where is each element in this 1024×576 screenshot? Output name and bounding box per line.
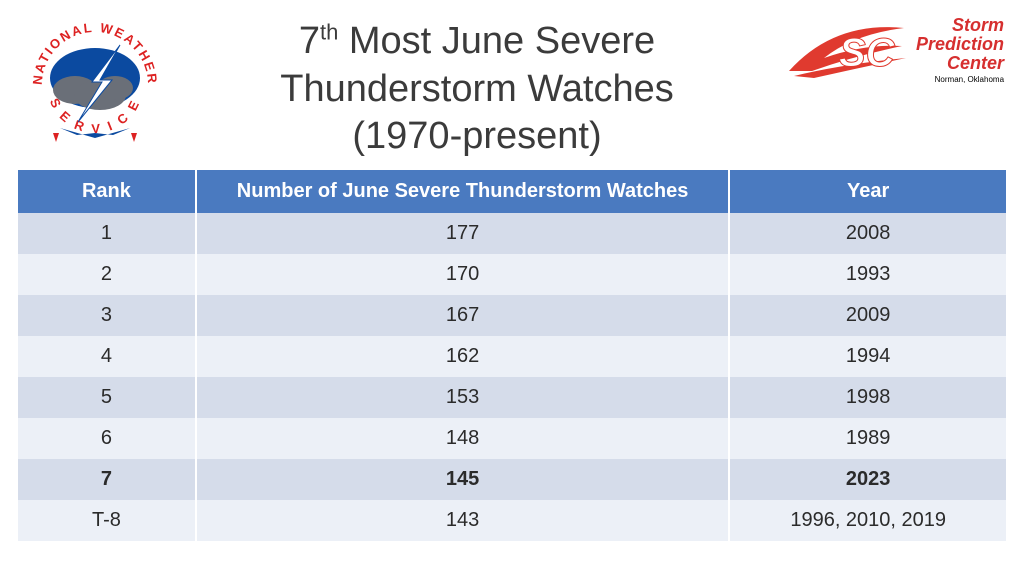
spc-sub: Norman, Oklahoma bbox=[916, 75, 1004, 84]
spc-line3: Center bbox=[916, 54, 1004, 73]
cell-count: 145 bbox=[196, 459, 730, 500]
title-ordinal-suffix: th bbox=[320, 19, 338, 44]
table-row: T-81431996, 2010, 2019 bbox=[18, 500, 1006, 541]
title-ordinal: 7 bbox=[299, 20, 320, 62]
cell-year: 1989 bbox=[729, 418, 1006, 459]
cell-count: 143 bbox=[196, 500, 730, 541]
col-header-rank: Rank bbox=[18, 170, 196, 213]
spc-text: Storm Prediction Center Norman, Oklahoma bbox=[916, 16, 1004, 84]
cell-rank: 1 bbox=[18, 213, 196, 254]
spc-logo: SC Storm Prediction Center Norman, Oklah… bbox=[784, 10, 1004, 86]
cell-count: 167 bbox=[196, 295, 730, 336]
title-line1-rest: Most June Severe bbox=[338, 20, 655, 62]
table-row: 31672009 bbox=[18, 295, 1006, 336]
cell-count: 177 bbox=[196, 213, 730, 254]
col-header-count: Number of June Severe Thunderstorm Watch… bbox=[196, 170, 730, 213]
cell-year: 2008 bbox=[729, 213, 1006, 254]
cell-rank: 7 bbox=[18, 459, 196, 500]
cell-rank: 5 bbox=[18, 377, 196, 418]
cell-rank: 4 bbox=[18, 336, 196, 377]
table-row: 61481989 bbox=[18, 418, 1006, 459]
cell-rank: 6 bbox=[18, 418, 196, 459]
cell-count: 148 bbox=[196, 418, 730, 459]
cell-rank: 2 bbox=[18, 254, 196, 295]
table-row: 41621994 bbox=[18, 336, 1006, 377]
col-header-year: Year bbox=[729, 170, 1006, 213]
svg-text:SC: SC bbox=[839, 31, 896, 75]
title-line3: (1970-present) bbox=[170, 113, 784, 161]
table-row: 71452023 bbox=[18, 459, 1006, 500]
page-title: 7th Most June Severe Thunderstorm Watche… bbox=[170, 10, 784, 161]
cell-count: 153 bbox=[196, 377, 730, 418]
header: NATIONAL WEATHER S E R V I C E 7th Most … bbox=[0, 0, 1024, 170]
title-line2: Thunderstorm Watches bbox=[170, 66, 784, 114]
data-table-container: Rank Number of June Severe Thunderstorm … bbox=[0, 170, 1024, 541]
cell-year: 1994 bbox=[729, 336, 1006, 377]
cell-count: 162 bbox=[196, 336, 730, 377]
cell-year: 2023 bbox=[729, 459, 1006, 500]
table-row: 11772008 bbox=[18, 213, 1006, 254]
table-header-row: Rank Number of June Severe Thunderstorm … bbox=[18, 170, 1006, 213]
nws-logo: NATIONAL WEATHER S E R V I C E bbox=[20, 10, 170, 160]
cell-year: 1993 bbox=[729, 254, 1006, 295]
cell-count: 170 bbox=[196, 254, 730, 295]
watches-table: Rank Number of June Severe Thunderstorm … bbox=[18, 170, 1006, 541]
spc-line2: Prediction bbox=[916, 35, 1004, 54]
cell-year: 2009 bbox=[729, 295, 1006, 336]
cell-year: 1996, 2010, 2019 bbox=[729, 500, 1006, 541]
table-row: 51531998 bbox=[18, 377, 1006, 418]
spc-swoosh-icon: SC bbox=[784, 16, 914, 86]
table-row: 21701993 bbox=[18, 254, 1006, 295]
cell-year: 1998 bbox=[729, 377, 1006, 418]
cell-rank: 3 bbox=[18, 295, 196, 336]
cell-rank: T-8 bbox=[18, 500, 196, 541]
spc-line1: Storm bbox=[916, 16, 1004, 35]
